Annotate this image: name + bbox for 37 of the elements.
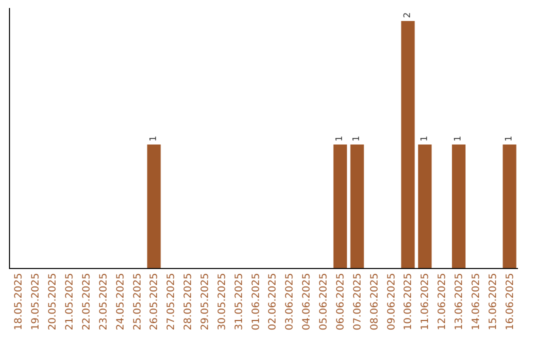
x-tick-label: 10.06.2025: [403, 273, 414, 330]
x-tick-label: 12.06.2025: [437, 273, 448, 330]
x-tick-label: 24.05.2025: [115, 273, 126, 330]
data-label: 1: [504, 136, 515, 142]
x-tick-label: 15.06.2025: [488, 273, 499, 330]
x-tick-label: 09.06.2025: [386, 273, 398, 330]
x-tick-label: 18.05.2025: [14, 273, 25, 330]
x-tick-label: 16.06.2025: [504, 273, 516, 330]
x-tick-label: 23.05.2025: [98, 273, 110, 330]
data-label: 1: [335, 136, 346, 142]
x-tick-label: 27.05.2025: [166, 273, 178, 330]
data-label: 1: [420, 136, 430, 142]
x-tick-label: 07.06.2025: [352, 273, 364, 330]
data-label: 2: [402, 12, 413, 18]
x-tick-label: 28.05.2025: [183, 273, 194, 330]
data-label: 1: [148, 136, 159, 142]
x-tick-label: 20.05.2025: [48, 273, 59, 330]
x-tick-label: 25.05.2025: [132, 273, 144, 330]
x-tick-label: 06.06.2025: [335, 273, 346, 330]
x-tick-label: 04.06.2025: [302, 273, 313, 330]
x-tick-label: 31.05.2025: [234, 273, 245, 330]
x-tick-label: 14.06.2025: [470, 273, 482, 330]
x-tick-label: 02.06.2025: [268, 273, 279, 330]
x-tick-label: 05.06.2025: [318, 273, 330, 330]
x-tick-label: 19.05.2025: [30, 273, 42, 330]
x-tick-label: 11.06.2025: [420, 273, 432, 330]
data-label: 1: [352, 136, 362, 142]
x-tick-label: 21.05.2025: [64, 273, 76, 330]
x-tick-label: 29.05.2025: [200, 273, 211, 330]
x-tick-label: 30.05.2025: [216, 273, 228, 330]
x-tick-label: 22.05.2025: [81, 273, 92, 330]
x-tick-label: 08.06.2025: [369, 273, 380, 330]
x-tick-label: 01.06.2025: [250, 273, 262, 330]
x-tick-label: 26.05.2025: [149, 273, 160, 330]
data-label: 1: [454, 136, 464, 142]
x-tick-label: 13.06.2025: [454, 273, 465, 330]
x-tick-label: 03.06.2025: [284, 273, 296, 330]
